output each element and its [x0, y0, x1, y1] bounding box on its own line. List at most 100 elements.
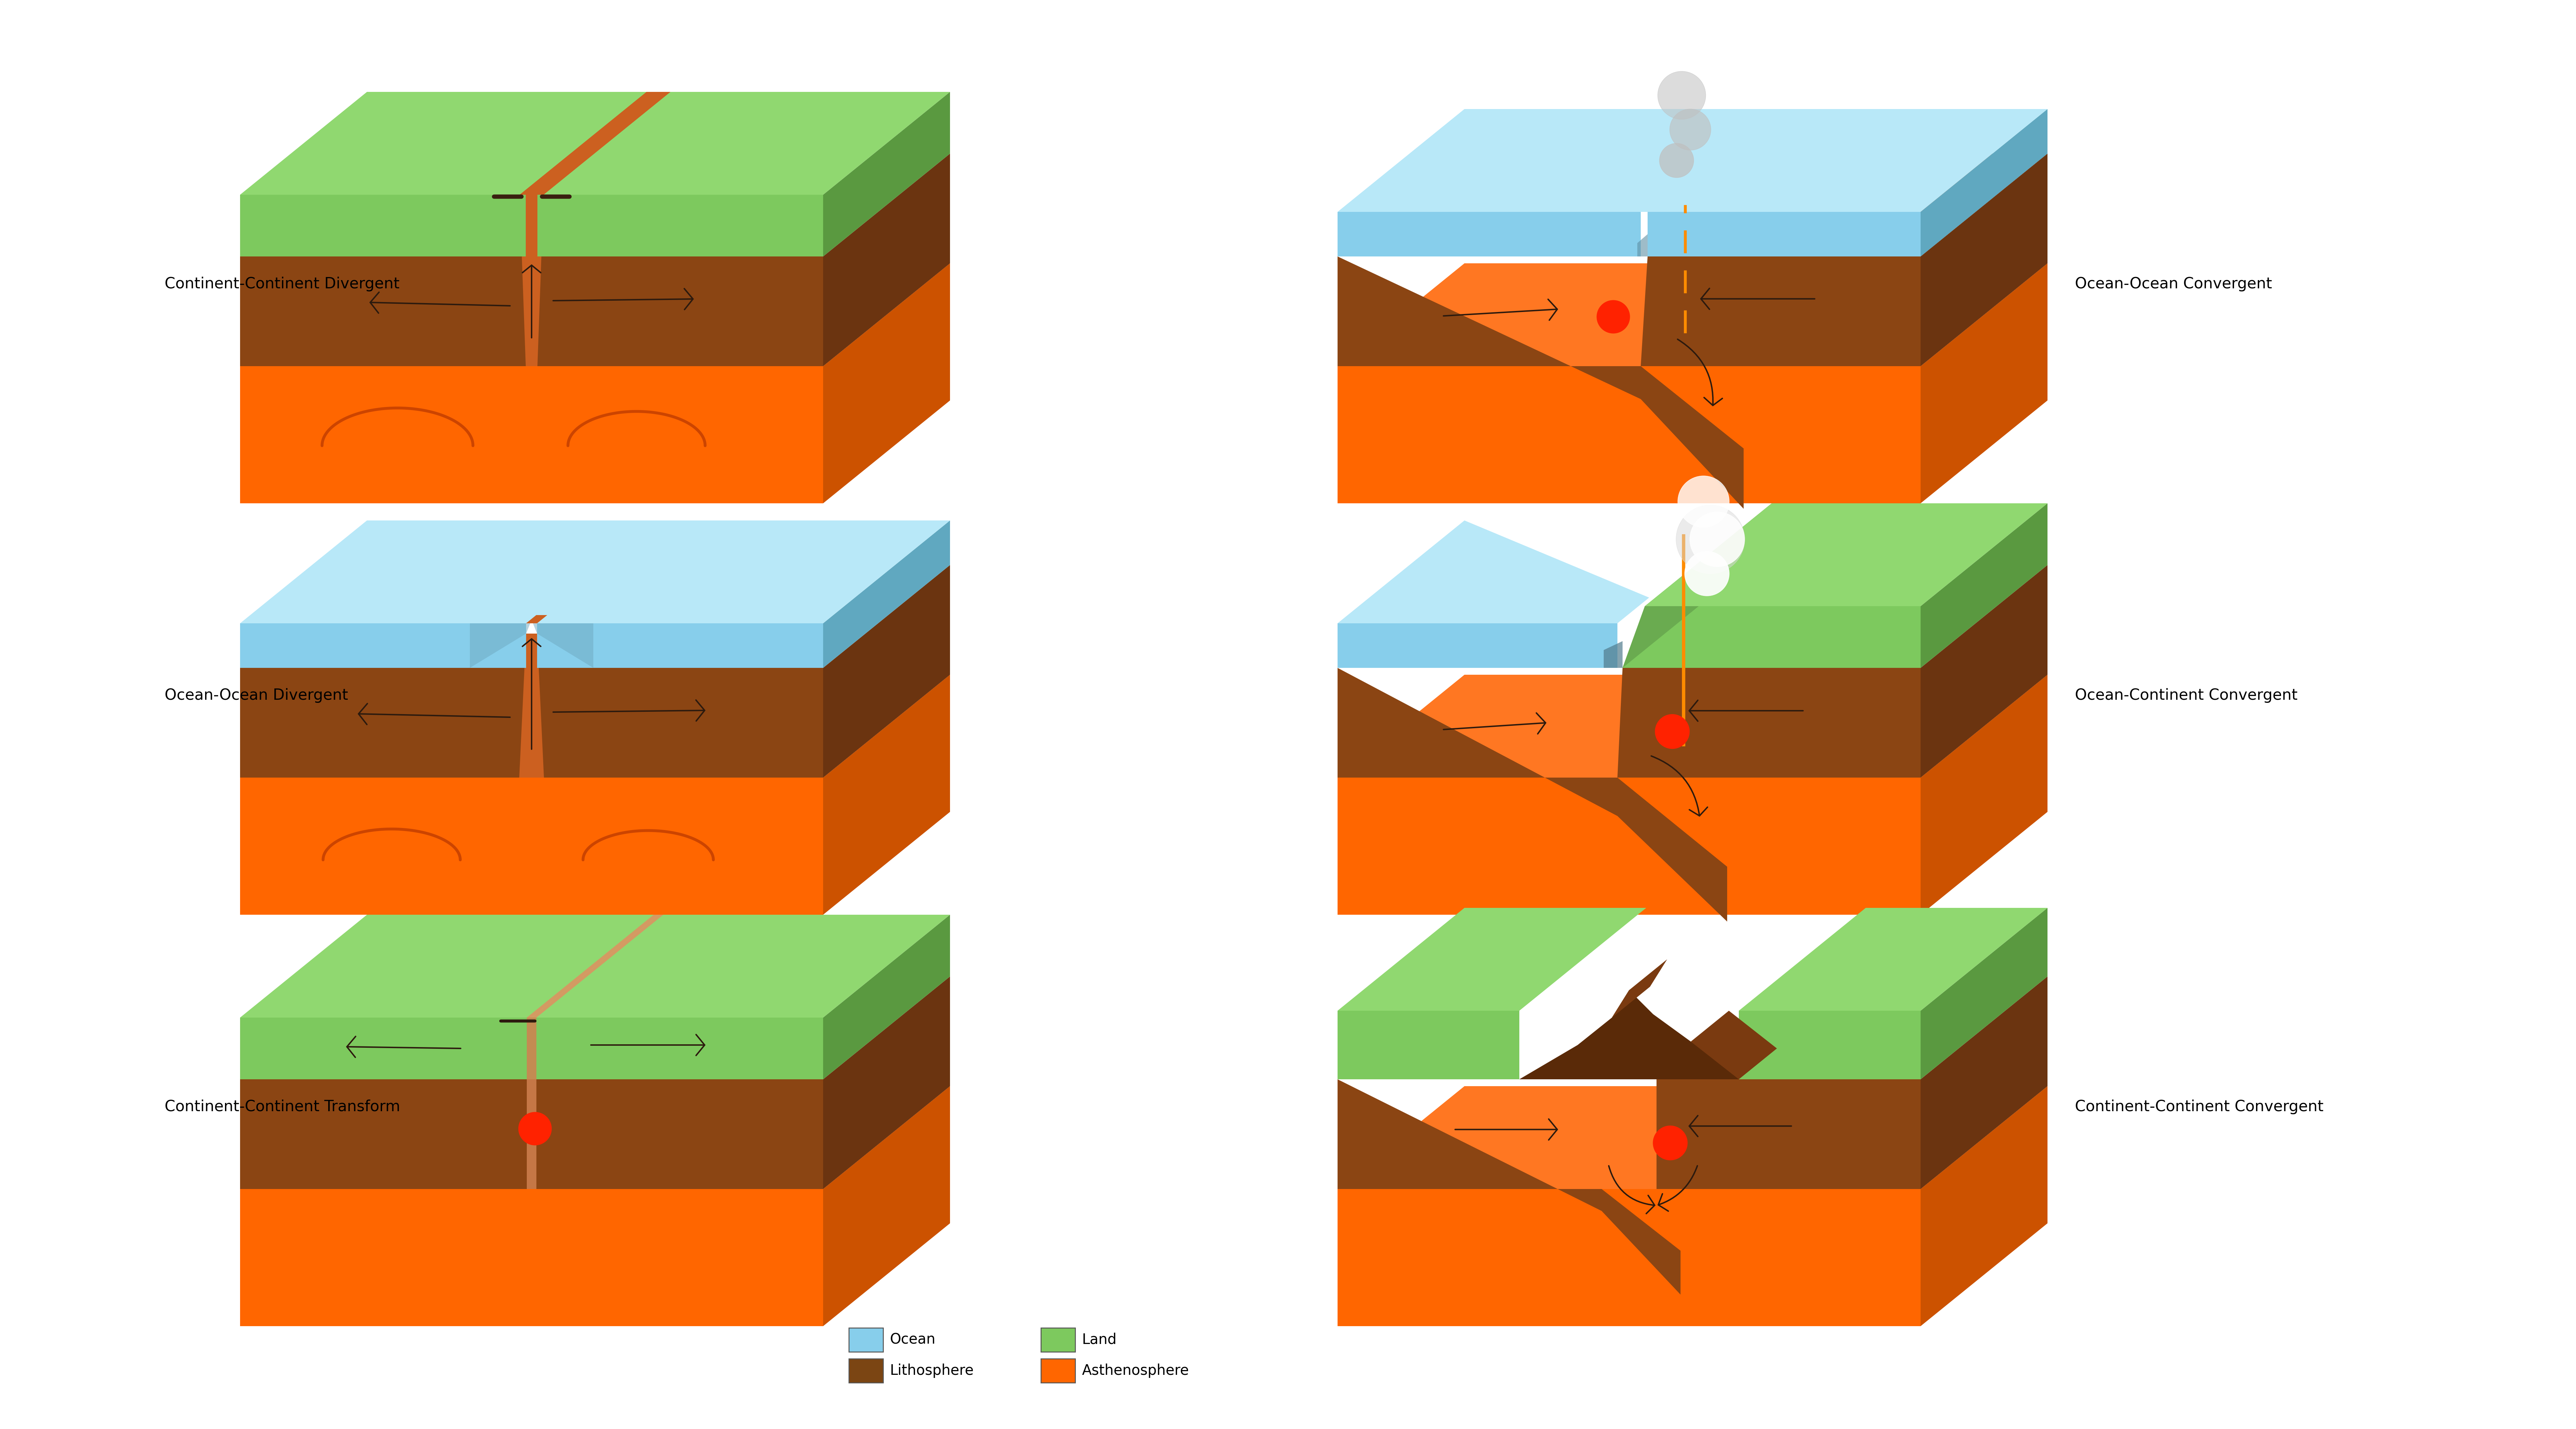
Polygon shape: [1656, 1079, 1922, 1189]
Text: Continent-Continent Divergent: Continent-Continent Divergent: [165, 276, 399, 292]
Polygon shape: [1337, 366, 1922, 503]
Circle shape: [1690, 512, 1744, 567]
Text: Ocean-Ocean Convergent: Ocean-Ocean Convergent: [2074, 276, 2272, 292]
Polygon shape: [1649, 153, 2048, 256]
Polygon shape: [1337, 907, 1646, 1010]
Polygon shape: [240, 674, 951, 777]
Polygon shape: [1337, 1189, 1922, 1326]
Polygon shape: [1337, 211, 1641, 256]
Text: Continent-Continent Transform: Continent-Continent Transform: [165, 1099, 399, 1115]
Circle shape: [1659, 143, 1695, 177]
Polygon shape: [1041, 1359, 1074, 1383]
Polygon shape: [526, 614, 546, 623]
Polygon shape: [1605, 642, 1623, 667]
Text: Land: Land: [1082, 1333, 1118, 1348]
Bar: [850, 1328, 884, 1352]
Circle shape: [1677, 504, 1744, 573]
Polygon shape: [1922, 564, 2048, 777]
Text: Asthenosphere: Asthenosphere: [1082, 1363, 1190, 1378]
Polygon shape: [850, 1328, 884, 1352]
Polygon shape: [1690, 1010, 1777, 1079]
Polygon shape: [1922, 503, 2048, 667]
Polygon shape: [1649, 211, 1922, 256]
Polygon shape: [1337, 256, 1744, 509]
Polygon shape: [1922, 109, 2048, 256]
Polygon shape: [536, 667, 824, 777]
Polygon shape: [1922, 263, 2048, 503]
Circle shape: [1654, 1126, 1687, 1160]
Circle shape: [1685, 552, 1728, 596]
Polygon shape: [1337, 674, 2048, 777]
Polygon shape: [1337, 777, 1922, 915]
Text: Ocean-Continent Convergent: Ocean-Continent Convergent: [2074, 687, 2298, 703]
Polygon shape: [240, 153, 652, 256]
Polygon shape: [1520, 990, 1739, 1079]
Polygon shape: [469, 620, 592, 667]
Polygon shape: [240, 256, 526, 366]
Polygon shape: [240, 263, 951, 366]
Polygon shape: [240, 91, 652, 194]
Polygon shape: [240, 194, 526, 256]
Polygon shape: [1337, 1079, 1680, 1295]
Polygon shape: [1041, 1328, 1074, 1352]
Text: Lithosphere: Lithosphere: [889, 1363, 974, 1378]
Polygon shape: [1623, 606, 1922, 667]
Polygon shape: [240, 1017, 531, 1079]
Polygon shape: [824, 564, 951, 777]
Text: Ocean: Ocean: [889, 1333, 935, 1348]
Polygon shape: [531, 1079, 824, 1189]
Polygon shape: [240, 1189, 824, 1326]
Polygon shape: [1337, 623, 1618, 667]
Polygon shape: [531, 1017, 824, 1079]
Polygon shape: [1638, 234, 1649, 256]
Polygon shape: [1922, 1086, 2048, 1326]
Polygon shape: [1623, 503, 1772, 667]
Circle shape: [1659, 71, 1705, 119]
Circle shape: [1669, 109, 1710, 150]
Polygon shape: [240, 777, 824, 915]
Polygon shape: [520, 91, 670, 194]
Text: Continent-Continent Convergent: Continent-Continent Convergent: [2074, 1099, 2324, 1115]
Polygon shape: [240, 1079, 531, 1189]
Polygon shape: [824, 976, 951, 1189]
Polygon shape: [1337, 109, 2048, 211]
Polygon shape: [240, 915, 659, 1017]
Polygon shape: [824, 263, 951, 503]
Polygon shape: [1337, 1010, 1520, 1079]
Polygon shape: [1739, 907, 2048, 1010]
Polygon shape: [1618, 667, 1922, 777]
Polygon shape: [240, 366, 824, 503]
Bar: [850, 1359, 884, 1383]
Bar: [1041, 1359, 1074, 1383]
Polygon shape: [1337, 520, 1649, 623]
Polygon shape: [538, 194, 824, 256]
Polygon shape: [1337, 263, 2048, 366]
Polygon shape: [531, 915, 951, 1017]
Circle shape: [1597, 300, 1631, 333]
Polygon shape: [520, 633, 544, 777]
Polygon shape: [1922, 153, 2048, 366]
Polygon shape: [538, 91, 951, 194]
Polygon shape: [520, 194, 544, 366]
Text: Ocean-Ocean Divergent: Ocean-Ocean Divergent: [165, 687, 348, 703]
Polygon shape: [538, 256, 824, 366]
Circle shape: [1656, 714, 1690, 749]
Polygon shape: [824, 915, 951, 1079]
Polygon shape: [1641, 256, 1922, 366]
Polygon shape: [850, 1359, 884, 1383]
Polygon shape: [536, 623, 824, 667]
Bar: [1041, 1328, 1074, 1352]
Polygon shape: [240, 623, 526, 667]
Polygon shape: [240, 667, 526, 777]
Circle shape: [1677, 476, 1728, 527]
Polygon shape: [1337, 1086, 2048, 1189]
Polygon shape: [240, 1086, 951, 1189]
Polygon shape: [824, 674, 951, 915]
Polygon shape: [824, 91, 951, 256]
Polygon shape: [528, 1017, 536, 1189]
Polygon shape: [1922, 976, 2048, 1189]
Polygon shape: [1739, 1010, 1922, 1079]
Polygon shape: [1337, 667, 1726, 922]
Polygon shape: [1646, 503, 2048, 606]
Polygon shape: [1613, 959, 1667, 1017]
